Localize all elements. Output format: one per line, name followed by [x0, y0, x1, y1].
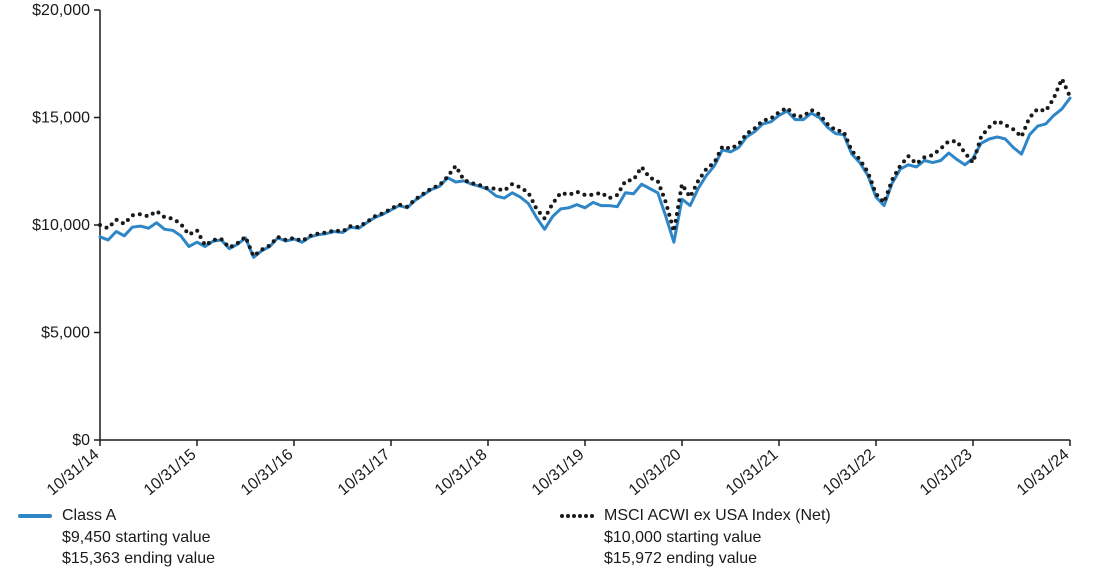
legend-start-value-msci: $10,000 starting value — [560, 527, 831, 549]
svg-text:10/31/23: 10/31/23 — [917, 446, 976, 499]
svg-text:10/31/15: 10/31/15 — [141, 446, 200, 499]
svg-text:10/31/19: 10/31/19 — [529, 446, 588, 499]
legend-swatch-dots — [560, 514, 594, 518]
legend-series-class-a: Class A $9,450 starting value $15,363 en… — [18, 505, 215, 570]
svg-text:$20,000: $20,000 — [32, 2, 90, 19]
legend-start-value-class-a: $9,450 starting value — [18, 527, 215, 549]
svg-text:10/31/24: 10/31/24 — [1014, 446, 1073, 499]
svg-text:$5,000: $5,000 — [41, 325, 90, 342]
growth-chart: $0 $5,000 $10,000 $15,000 $20,000 10/31/14 10/… — [0, 0, 1100, 578]
chart-svg: $0 $5,000 $10,000 $15,000 $20,000 10/31/14 10/… — [0, 0, 1100, 578]
legend-end-value-class-a: $15,363 ending value — [18, 548, 215, 570]
svg-text:10/31/18: 10/31/18 — [432, 446, 491, 499]
svg-text:$0: $0 — [72, 432, 90, 449]
legend-label-class-a: Class A — [62, 505, 116, 527]
legend-swatch-line — [18, 514, 52, 518]
svg-text:10/31/22: 10/31/22 — [820, 446, 879, 499]
legend-end-value-msci: $15,972 ending value — [560, 548, 831, 570]
svg-text:10/31/17: 10/31/17 — [335, 446, 394, 499]
svg-text:10/31/21: 10/31/21 — [723, 446, 782, 499]
svg-text:10/31/20: 10/31/20 — [626, 446, 685, 499]
svg-text:10/31/16: 10/31/16 — [238, 446, 297, 499]
svg-text:$15,000: $15,000 — [32, 110, 90, 127]
legend-label-msci: MSCI ACWI ex USA Index (Net) — [604, 505, 831, 527]
legend-series-msci: MSCI ACWI ex USA Index (Net) $10,000 sta… — [560, 505, 831, 570]
svg-text:$10,000: $10,000 — [32, 217, 90, 234]
svg-text:10/31/14: 10/31/14 — [44, 446, 103, 499]
